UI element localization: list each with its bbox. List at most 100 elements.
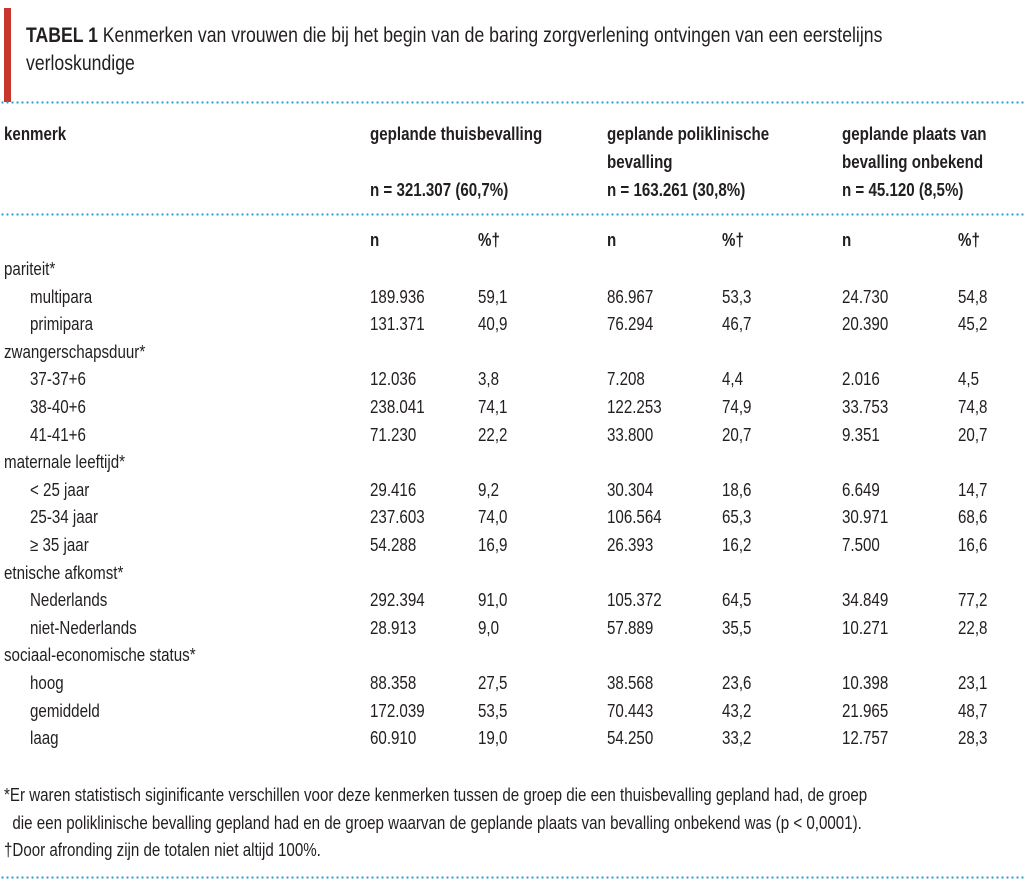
- column-header-onbekend: geplande plaats van bevalling onbekend n =…: [842, 124, 987, 200]
- table-row: < 25 jaar 29.416 9,2 30.304 18,6 6.649 14,7: [0, 477, 1024, 504]
- row-label: Nederlands: [30, 590, 108, 611]
- table-row: primipara 131.371 40,9 76.294 46,7 20.390 45,2: [0, 311, 1024, 338]
- cell-count: 7.208: [607, 369, 645, 390]
- footnote: *Er waren statistisch siginificante vers…: [4, 785, 868, 805]
- table-row: laag 60.910 19,0 54.250 33,2 12.757 28,3: [0, 725, 1024, 752]
- cell-percentage: 20,7: [722, 424, 752, 445]
- table-row: 41-41+6 71.230 22,2 33.800 20,7 9.351 20,7: [0, 422, 1024, 449]
- cell-count: 30.304: [607, 479, 654, 500]
- row-label: 41-41+6: [30, 424, 86, 445]
- row-label: niet-Nederlands: [30, 617, 137, 638]
- cell-count: 172.039: [370, 700, 425, 721]
- cell-percentage: 54,8: [958, 286, 988, 307]
- cell-percentage: 74,9: [722, 397, 752, 417]
- table-row: 38-40+6 238.041 74,1 122.253 74,9 33.753 74,8: [0, 394, 1024, 421]
- title-accent-bar: [4, 8, 11, 102]
- cell-percentage: 40,9: [478, 314, 508, 335]
- cell-percentage: 23,1: [958, 673, 988, 693]
- cell-percentage: 19,0: [478, 728, 508, 749]
- table-label: TABEL 1: [26, 24, 98, 47]
- table-title: TABEL 1 Kenmerken van vrouwen die bij he…: [26, 22, 992, 78]
- cell-count: 54.250: [607, 728, 654, 749]
- table-row: multipara 189.936 59,1 86.967 53,3 24.730 54,8: [0, 284, 1024, 311]
- cell-count: 28.913: [370, 617, 417, 638]
- divider-top: [0, 101, 1024, 104]
- subheader-pct: %†: [958, 230, 980, 250]
- cell-percentage: 53,3: [722, 286, 752, 307]
- cell-count: 122.253: [607, 397, 662, 417]
- cell-count: 54.288: [370, 535, 417, 555]
- cell-percentage: 27,5: [478, 673, 508, 693]
- row-label: 38-40+6: [30, 397, 86, 417]
- cell-percentage: 18,6: [722, 479, 752, 500]
- cell-percentage: 74,8: [958, 397, 988, 417]
- category-row: etnische afkomst*: [0, 560, 1024, 587]
- category-label: sociaal-economische status*: [4, 645, 196, 666]
- cell-count: 33.753: [842, 397, 889, 417]
- cell-percentage: 28,3: [958, 728, 988, 749]
- cell-percentage: 16,6: [958, 535, 988, 555]
- cell-count: 238.041: [370, 397, 425, 417]
- cell-count: 131.371: [370, 314, 425, 335]
- subheader-n: n: [607, 230, 617, 250]
- table-row: 25-34 jaar 237.603 74,0 106.564 65,3 30.971 68…: [0, 504, 1024, 531]
- table-row: niet-Nederlands 28.913 9,0 57.889 35,5 10.271…: [0, 615, 1024, 642]
- cell-count: 292.394: [370, 590, 425, 611]
- row-label: multipara: [30, 286, 93, 307]
- cell-percentage: 65,3: [722, 507, 752, 528]
- subheader-n: n: [842, 230, 852, 250]
- cell-percentage: 3,8: [478, 369, 500, 390]
- cell-count: 106.564: [607, 507, 662, 528]
- cell-count: 29.416: [370, 479, 417, 500]
- row-label: hoog: [30, 673, 64, 693]
- cell-percentage: 45,2: [958, 314, 988, 335]
- table-row: ≥ 35 jaar 54.288 16,9 26.393 16,2 7.500 16,6: [0, 532, 1024, 559]
- cell-percentage: 43,2: [722, 700, 752, 721]
- divider-bottom: [0, 876, 1024, 879]
- cell-count: 30.971: [842, 507, 889, 528]
- cell-percentage: 23,6: [722, 673, 752, 693]
- subheader-pct: %†: [478, 230, 500, 250]
- table-row: hoog 88.358 27,5 38.568 23,6 10.398 23,1: [0, 670, 1024, 697]
- row-label: primipara: [30, 314, 94, 335]
- row-label: 25-34 jaar: [30, 507, 99, 528]
- cell-count: 20.390: [842, 314, 889, 335]
- cell-percentage: 22,8: [958, 617, 988, 638]
- cell-percentage: 59,1: [478, 286, 508, 307]
- row-label: 37-37+6: [30, 369, 86, 390]
- cell-count: 6.649: [842, 479, 880, 500]
- cell-count: 189.936: [370, 286, 425, 307]
- cell-percentage: 74,1: [478, 397, 508, 417]
- footnote: die een poliklinische bevalling gepland …: [4, 812, 862, 833]
- cell-count: 57.889: [607, 617, 654, 638]
- cell-count: 12.757: [842, 728, 889, 749]
- cell-count: 60.910: [370, 728, 417, 749]
- category-label: zwangerschapsduur*: [4, 341, 146, 362]
- column-header-thuisbevalling: geplande thuisbevalling n = 321.307 (60,7…: [370, 124, 543, 200]
- cell-count: 76.294: [607, 314, 654, 335]
- cell-count: 12.036: [370, 369, 417, 390]
- subheader-pct: %†: [722, 230, 744, 250]
- cell-count: 26.393: [607, 535, 654, 555]
- table-row: Nederlands 292.394 91,0 105.372 64,5 34.849 77…: [0, 587, 1024, 614]
- cell-percentage: 4,4: [722, 369, 744, 390]
- table-row: gemiddeld 172.039 53,5 70.443 43,2 21.965 48,7: [0, 698, 1024, 725]
- cell-percentage: 33,2: [722, 728, 752, 749]
- cell-count: 10.398: [842, 673, 889, 693]
- cell-count: 237.603: [370, 507, 425, 528]
- cell-count: 34.849: [842, 590, 889, 611]
- cell-count: 24.730: [842, 286, 889, 307]
- cell-percentage: 91,0: [478, 590, 508, 611]
- cell-count: 7.500: [842, 535, 880, 555]
- cell-percentage: 48,7: [958, 700, 988, 721]
- cell-count: 2.016: [842, 369, 880, 390]
- cell-count: 33.800: [607, 424, 654, 445]
- row-label: laag: [30, 728, 59, 749]
- category-label: pariteit*: [4, 259, 56, 279]
- category-row: sociaal-economische status*: [0, 642, 1024, 669]
- category-label: etnische afkomst*: [4, 562, 124, 583]
- category-row: pariteit*: [0, 256, 1024, 283]
- cell-percentage: 9,0: [478, 617, 500, 638]
- cell-percentage: 74,0: [478, 507, 508, 528]
- cell-percentage: 14,7: [958, 479, 988, 500]
